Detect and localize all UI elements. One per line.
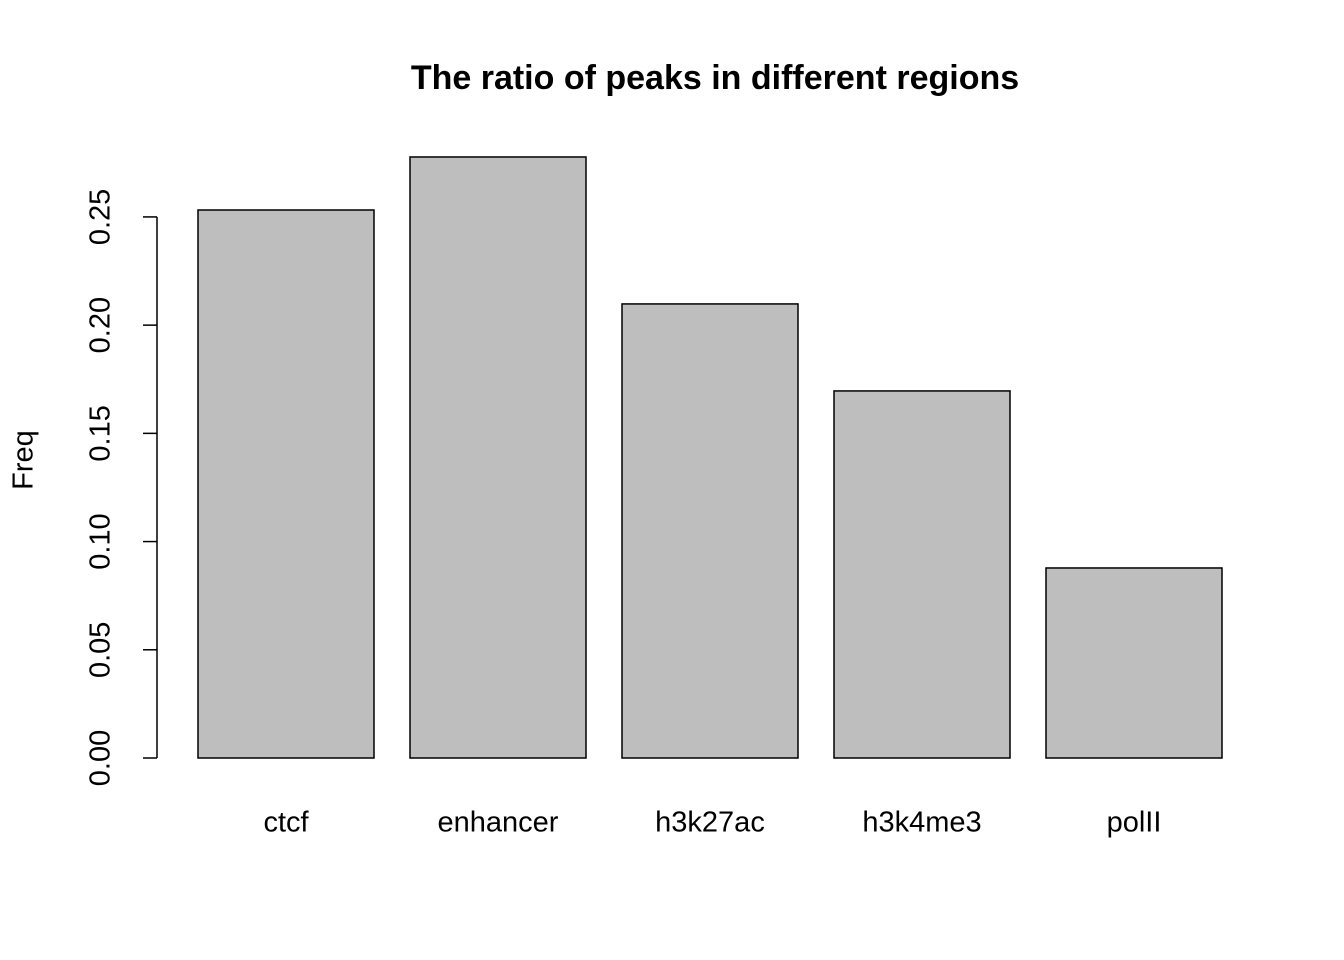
bar <box>621 303 799 759</box>
x-tick-label: ctcf <box>263 807 309 839</box>
bar <box>409 156 587 759</box>
y-tick-label: 0.25 <box>85 189 117 245</box>
x-tick-label: h3k27ac <box>655 807 765 839</box>
chart-title: The ratio of peaks in different regions <box>411 59 1019 97</box>
x-tick-label: enhancer <box>438 807 559 839</box>
bar <box>197 209 375 759</box>
y-tick-label: 0.00 <box>85 730 117 786</box>
bar <box>1045 567 1223 759</box>
x-tick-label: h3k4me3 <box>862 807 981 839</box>
y-tick-label: 0.10 <box>85 513 117 569</box>
bar <box>833 390 1011 759</box>
y-tick-label: 0.05 <box>85 622 117 678</box>
y-axis-label: Freq <box>8 430 40 490</box>
y-tick-label: 0.15 <box>85 405 117 461</box>
x-tick-label: polII <box>1107 807 1162 839</box>
y-tick-label: 0.20 <box>85 297 117 353</box>
